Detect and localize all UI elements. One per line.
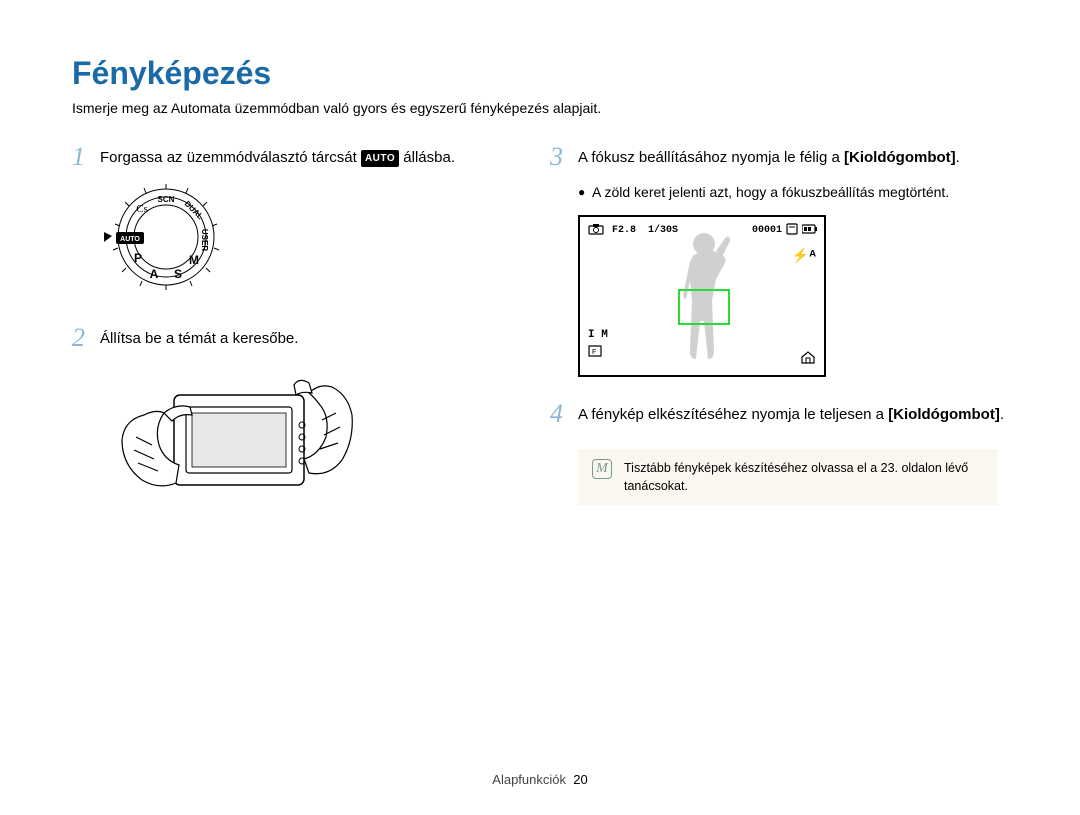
shutter-value: 1/30S	[648, 225, 678, 236]
step-3-pre: A fókusz beállításához nyomja le félig a	[578, 149, 844, 166]
step-4-bold: [Kioldógombot]	[888, 406, 1000, 423]
svg-text:AUTO: AUTO	[120, 236, 140, 243]
page-title: Fényképezés	[72, 55, 1008, 92]
battery-icon	[802, 223, 818, 237]
quality-icon: F	[588, 345, 602, 360]
svg-text:F: F	[592, 349, 596, 356]
step-2-text: Állítsa be a témát a keresőbe.	[100, 325, 298, 351]
step-1: 1 Forgassa az üzemmódválasztó tárcsát AU…	[72, 144, 530, 170]
mode-dial-figure: SCN DUAL USER AUTO Cs P A S M	[104, 182, 530, 297]
camera-hold-figure	[104, 365, 530, 520]
camera-screen: F2.8 1/30S 00001 ⚡ᴬ I M F	[578, 215, 826, 377]
flash-indicator: ⚡ᴬ	[792, 247, 816, 264]
step-1-number: 1	[72, 144, 100, 170]
left-column: 1 Forgassa az üzemmódválasztó tárcsát AU…	[72, 144, 530, 540]
svg-text:USER: USER	[200, 229, 209, 251]
step-2-number: 2	[72, 325, 100, 351]
auto-mode-badge: AUTO	[361, 150, 399, 167]
step-4-pre: A fénykép elkészítéséhez nyomja le telje…	[578, 406, 888, 423]
home-icon	[800, 350, 816, 367]
svg-text:S: S	[174, 267, 182, 281]
camera-screen-figure: F2.8 1/30S 00001 ⚡ᴬ I M F	[578, 215, 1008, 377]
step-4-post: .	[1000, 406, 1004, 423]
camera-mode-icon	[588, 223, 604, 238]
step-4: 4 A fénykép elkészítéséhez nyomja le tel…	[550, 401, 1008, 427]
step-3-bold: [Kioldógombot]	[844, 149, 956, 166]
step-2: 2 Állítsa be a témát a keresőbe.	[72, 325, 530, 351]
focus-rectangle	[678, 289, 730, 325]
page-subtitle: Ismerje meg az Automata üzemmódban való …	[72, 100, 1008, 116]
svg-text:P: P	[134, 251, 142, 265]
step-4-number: 4	[550, 401, 578, 427]
size-indicator: I M	[588, 329, 608, 341]
step-1-pre: Forgassa az üzemmódválasztó tárcsát	[100, 149, 361, 166]
page-footer: Alapfunkciók 20	[0, 772, 1080, 787]
card-icon	[786, 223, 798, 238]
right-column: 3 A fókusz beállításához nyomja le félig…	[550, 144, 1008, 540]
svg-text:A: A	[150, 267, 159, 281]
step-1-post: állásba.	[403, 149, 455, 166]
svg-text:SCN: SCN	[158, 195, 175, 204]
tip-box: M Tisztább fényképek készítéséhez olvass…	[578, 449, 998, 505]
step-4-text: A fénykép elkészítéséhez nyomja le telje…	[578, 401, 1004, 427]
shot-counter: 00001	[752, 225, 782, 236]
tip-icon: M	[592, 459, 612, 479]
footer-label: Alapfunkciók	[492, 772, 566, 787]
step-3-post: .	[956, 149, 960, 166]
content-columns: 1 Forgassa az üzemmódválasztó tárcsát AU…	[72, 144, 1008, 540]
step-3: 3 A fókusz beállításához nyomja le félig…	[550, 144, 1008, 170]
step-3-bullet: ● A zöld keret jelenti azt, hogy a fókus…	[578, 182, 1008, 203]
f-value: F2.8	[612, 225, 636, 236]
svg-text:M: M	[189, 253, 199, 267]
bullet-dot-icon: ●	[578, 182, 592, 201]
step-3-text: A fókusz beállításához nyomja le félig a…	[578, 144, 960, 170]
step-3-number: 3	[550, 144, 578, 170]
svg-text:Cs: Cs	[136, 203, 148, 215]
step-1-text: Forgassa az üzemmódválasztó tárcsát AUTO…	[100, 144, 455, 170]
tip-text: Tisztább fényképek készítéséhez olvassa …	[624, 459, 984, 495]
footer-page: 20	[573, 772, 587, 787]
step-3-bullet-text: A zöld keret jelenti azt, hogy a fókuszb…	[592, 182, 949, 203]
